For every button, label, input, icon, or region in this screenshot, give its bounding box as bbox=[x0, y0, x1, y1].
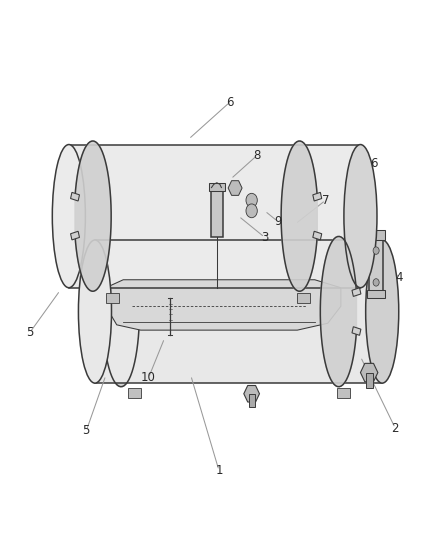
Text: 10: 10 bbox=[141, 372, 156, 384]
Text: 3: 3 bbox=[261, 231, 268, 244]
Polygon shape bbox=[95, 240, 382, 383]
Polygon shape bbox=[69, 144, 360, 288]
Polygon shape bbox=[99, 327, 108, 335]
Ellipse shape bbox=[52, 144, 85, 288]
Polygon shape bbox=[352, 327, 361, 335]
Text: 1: 1 bbox=[215, 464, 223, 477]
Bar bbox=[367, 290, 385, 298]
Polygon shape bbox=[352, 288, 361, 296]
Text: 8: 8 bbox=[254, 149, 261, 161]
Polygon shape bbox=[75, 141, 111, 291]
Polygon shape bbox=[320, 237, 357, 386]
Text: 6: 6 bbox=[226, 95, 233, 109]
Bar bbox=[106, 293, 119, 303]
Text: 4: 4 bbox=[396, 271, 403, 284]
Bar bbox=[367, 230, 385, 240]
Ellipse shape bbox=[78, 240, 112, 383]
Bar bbox=[369, 235, 383, 298]
Bar bbox=[297, 293, 311, 303]
Polygon shape bbox=[228, 181, 242, 196]
Text: 9: 9 bbox=[274, 215, 282, 228]
Polygon shape bbox=[281, 141, 317, 291]
Text: 7: 7 bbox=[322, 193, 329, 207]
Text: 5: 5 bbox=[83, 424, 90, 438]
Text: 5: 5 bbox=[26, 326, 33, 340]
Bar bbox=[366, 373, 373, 389]
Polygon shape bbox=[71, 231, 79, 240]
Bar bbox=[211, 187, 223, 237]
Circle shape bbox=[373, 279, 379, 286]
Polygon shape bbox=[103, 237, 139, 386]
Circle shape bbox=[246, 204, 257, 217]
Text: 6: 6 bbox=[370, 157, 377, 169]
Bar bbox=[208, 183, 225, 191]
Polygon shape bbox=[313, 192, 322, 201]
Ellipse shape bbox=[366, 240, 399, 383]
Bar bbox=[127, 389, 141, 398]
Polygon shape bbox=[71, 192, 79, 201]
Polygon shape bbox=[313, 231, 322, 240]
Polygon shape bbox=[106, 280, 341, 330]
Bar bbox=[249, 394, 254, 407]
Polygon shape bbox=[99, 288, 108, 296]
Circle shape bbox=[246, 193, 257, 207]
Text: 2: 2 bbox=[392, 422, 399, 435]
Polygon shape bbox=[360, 364, 378, 382]
Polygon shape bbox=[244, 385, 259, 402]
Circle shape bbox=[373, 247, 379, 254]
Ellipse shape bbox=[344, 144, 377, 288]
Bar bbox=[336, 389, 350, 398]
